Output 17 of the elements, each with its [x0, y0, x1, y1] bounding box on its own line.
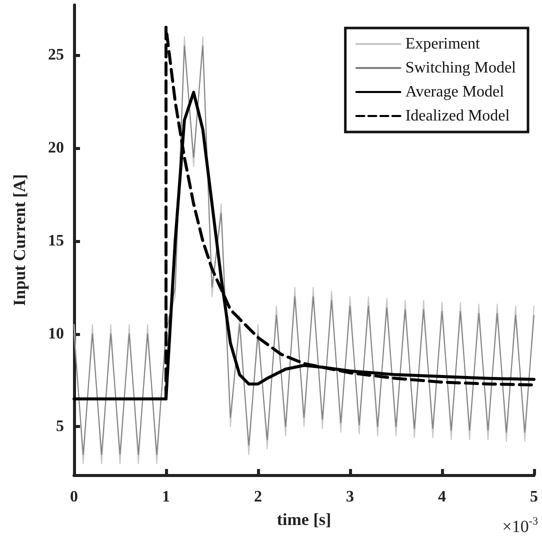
- legend-label: Switching Model: [405, 60, 517, 76]
- y-tick-label: 15: [48, 232, 64, 250]
- y-tick-label: 20: [48, 140, 64, 157]
- y-tick-label: 5: [56, 418, 64, 436]
- x-tick-label: 3: [346, 488, 354, 506]
- legend-label: Experiment: [405, 36, 481, 52]
- legend-label: Average Model: [405, 84, 505, 100]
- x-tick-label: 4: [438, 488, 446, 506]
- x-tick-label: 0: [70, 488, 78, 506]
- x-tick-label: 1: [162, 488, 170, 506]
- x-axis-title: time [s]: [276, 510, 332, 529]
- y-tick-label: 25: [48, 46, 64, 64]
- x-tick-label: 2: [254, 488, 262, 506]
- y-tick-label: 10: [48, 325, 64, 342]
- y-axis-title: Input Current [A]: [10, 174, 29, 306]
- legend-label: Idealized Model: [405, 108, 510, 124]
- x-tick-label: 5: [530, 488, 538, 506]
